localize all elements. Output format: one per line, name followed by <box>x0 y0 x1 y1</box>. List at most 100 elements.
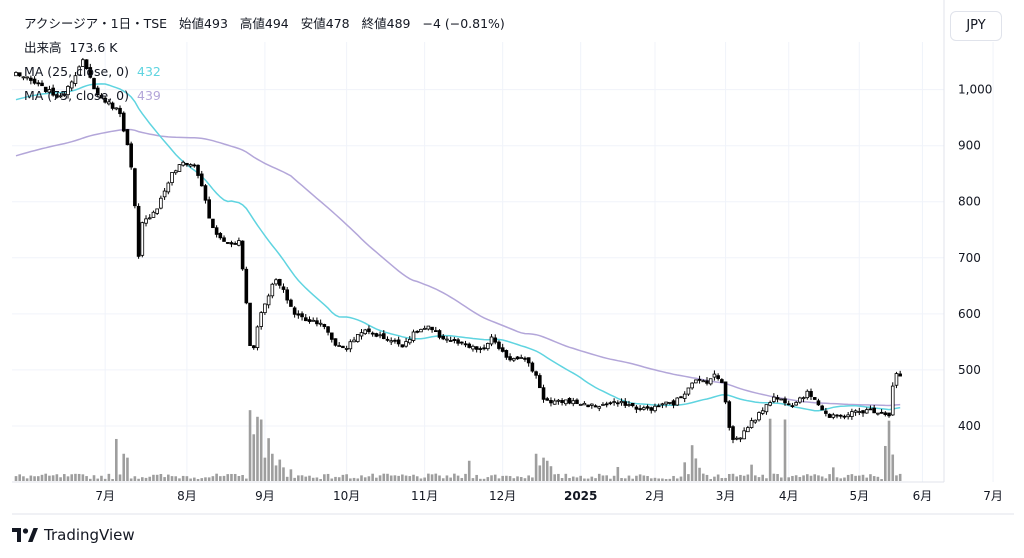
time-tick-label: 8月 <box>177 489 197 503</box>
volume-bar <box>609 478 612 481</box>
candle-body <box>445 338 449 341</box>
legend-ma2-label[interactable]: MA (75, close, 0) <box>24 88 130 103</box>
candle-body <box>326 326 330 333</box>
candle-body <box>798 397 802 403</box>
volume-bar <box>326 473 330 481</box>
time-tick-label: 3月 <box>716 489 736 503</box>
candle-body <box>129 143 133 168</box>
volume-bar <box>48 475 51 481</box>
volume-bar <box>527 475 530 481</box>
candle-body <box>211 218 215 229</box>
volume-bar <box>122 453 126 481</box>
candle-body <box>508 356 512 361</box>
candle-body <box>166 182 171 193</box>
volume-bar <box>493 474 497 481</box>
volume-bar <box>33 476 36 481</box>
tradingview-logo-icon <box>12 528 38 542</box>
candle-body <box>385 338 390 341</box>
volume-bar <box>597 473 601 481</box>
volume-bar <box>207 477 211 481</box>
candle-body <box>831 414 836 418</box>
candle-body <box>92 78 96 90</box>
candle-body <box>708 378 713 385</box>
volume-bar <box>865 477 869 481</box>
volume-bar <box>408 476 412 481</box>
legend-ma1-label[interactable]: MA (25, close, 0) <box>24 64 130 79</box>
price-tick-label: 400 <box>958 419 981 433</box>
candle-body <box>367 328 371 333</box>
legend-symbol[interactable]: アクシージア・1日・TSE <box>24 16 168 31</box>
price-axis[interactable]: 1,000 900 800 700 600 500 400 <box>958 83 992 433</box>
volume-bar <box>516 476 519 481</box>
candle-body <box>110 102 115 109</box>
candle-body <box>29 77 33 81</box>
volume-bar <box>594 478 597 481</box>
candle-body <box>679 396 683 399</box>
candle-body <box>653 405 657 412</box>
volume-bar <box>181 475 185 481</box>
volume-bar <box>523 478 527 481</box>
candle-body <box>218 233 223 239</box>
candle-body <box>772 396 776 402</box>
candle-body <box>237 240 241 246</box>
candle-body <box>612 401 616 403</box>
volume-bar <box>237 476 241 481</box>
volume-bar <box>352 477 356 481</box>
candle-body <box>203 185 208 201</box>
currency-button[interactable]: JPY <box>950 11 1002 41</box>
tradingview-logo[interactable]: TradingView <box>12 526 135 544</box>
time-axis[interactable]: 7月 8月 9月 10月 11月 12月 2025 2月 3月 4月 5月 6月 7月 <box>95 489 1003 503</box>
candle-body <box>114 107 119 110</box>
volume-bar <box>233 473 237 481</box>
candle-body <box>601 404 605 406</box>
candle-body <box>62 93 67 96</box>
volume-bar <box>159 474 163 481</box>
volume-bar <box>40 474 44 481</box>
price-tick-label: 700 <box>958 251 981 265</box>
volume-bar <box>750 464 753 481</box>
legend-volume-label[interactable]: 出来高 <box>24 40 62 55</box>
candle-body <box>159 197 163 209</box>
volume-bar <box>828 474 831 481</box>
volume-bar <box>434 473 438 481</box>
candle-body <box>890 385 895 416</box>
volume-bar <box>170 476 174 481</box>
volume-bar <box>683 462 686 481</box>
candle-body <box>727 401 732 428</box>
volume-bar <box>475 474 478 481</box>
plot-area[interactable] <box>12 42 944 482</box>
candle-body <box>842 415 847 418</box>
candle-body <box>441 335 446 340</box>
legend-low-label: 安値 <box>300 16 326 31</box>
candle-body <box>805 390 810 399</box>
volume-bar <box>427 473 430 481</box>
candle-body <box>471 345 475 350</box>
candle-body <box>664 401 668 405</box>
volume-bar <box>817 475 820 481</box>
volume-bar <box>256 416 259 481</box>
volume-bar <box>289 469 293 481</box>
volume-bar <box>204 477 207 481</box>
legend-close-label: 終値 <box>361 16 387 31</box>
volume-bar <box>623 478 627 481</box>
volume-bar <box>319 478 322 481</box>
candle-body <box>84 59 89 70</box>
volume-bar <box>638 474 642 481</box>
candle-body <box>864 409 869 414</box>
candle-body <box>623 401 628 406</box>
candle-body <box>820 405 824 411</box>
candle-body <box>779 398 784 401</box>
candle-body <box>192 164 197 167</box>
price-tick-label: 900 <box>958 139 981 153</box>
candle-body <box>244 268 249 304</box>
candle-body <box>51 87 55 96</box>
volume-bar <box>705 474 709 481</box>
volume-bar <box>129 478 133 481</box>
volume-bar <box>393 475 397 481</box>
candle-body <box>17 72 22 77</box>
candle-body <box>482 347 486 350</box>
volume-bar <box>846 474 850 481</box>
price-tick-label: 600 <box>958 307 981 321</box>
price-tick-label: 1,000 <box>958 83 992 97</box>
volume-bar <box>248 410 252 481</box>
